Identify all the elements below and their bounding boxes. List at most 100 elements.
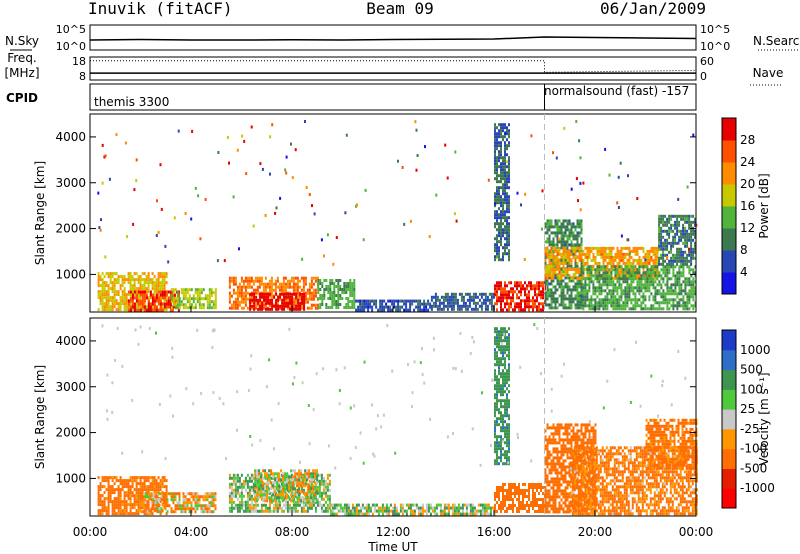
power-speckle — [264, 214, 267, 217]
power-cell — [498, 144, 500, 148]
power-cell — [618, 286, 621, 290]
velocity-cell — [135, 482, 138, 486]
power-cell — [310, 303, 313, 307]
power-cell — [314, 291, 317, 295]
power-cell — [608, 246, 611, 250]
power-cell — [345, 291, 348, 294]
power-cell — [494, 177, 496, 181]
velocity-cell — [105, 476, 108, 480]
power-cell — [612, 295, 615, 299]
power-cell — [678, 283, 681, 287]
power-cell — [596, 268, 599, 272]
power-cell — [504, 284, 506, 288]
power-cell — [600, 289, 603, 293]
power-cell — [375, 299, 378, 303]
power-cell — [500, 219, 502, 223]
power-cell — [434, 295, 437, 299]
power-cell — [634, 274, 637, 278]
power-cell — [286, 279, 289, 283]
power-cell — [103, 284, 106, 288]
power-cell — [580, 306, 583, 310]
velocity-cell — [127, 482, 130, 486]
power-cell — [550, 222, 553, 226]
power-cell — [496, 180, 498, 184]
power-cell — [610, 258, 613, 262]
velocity-cell — [127, 488, 130, 492]
power-cell — [560, 270, 563, 274]
power-speckle — [133, 188, 136, 192]
power-cell — [570, 297, 573, 301]
power-cell — [251, 298, 254, 302]
power-cell — [552, 240, 555, 244]
power-cell — [182, 306, 185, 310]
power-cell — [654, 292, 657, 296]
power-cell — [662, 292, 665, 296]
power-cell — [628, 292, 631, 296]
power-cell — [165, 281, 168, 285]
power-cell — [596, 261, 599, 265]
power-cell — [248, 282, 251, 286]
power-cell — [111, 284, 114, 288]
power-cell — [550, 273, 553, 277]
power-cell — [438, 301, 441, 305]
velocity-cell — [125, 482, 128, 486]
power-cell — [652, 304, 655, 308]
power-cell — [554, 267, 557, 271]
velocity-cell — [157, 488, 160, 492]
power-cell — [436, 295, 439, 299]
power-cell — [600, 301, 603, 305]
power-cell — [349, 288, 352, 291]
power-cell — [234, 291, 237, 295]
power-cell — [608, 283, 611, 287]
power-cell — [668, 277, 671, 281]
power-cell — [550, 264, 553, 268]
power-cell — [240, 279, 243, 283]
power-cell — [506, 195, 508, 199]
power-cell — [470, 298, 473, 302]
velocity-cell — [252, 491, 255, 495]
power-cell — [460, 292, 463, 296]
velocity-cell — [300, 509, 303, 513]
power-cell — [526, 305, 528, 309]
power-cell — [436, 304, 439, 308]
power-cell — [626, 273, 629, 277]
power-cell — [624, 292, 627, 296]
velocity-cell — [256, 493, 259, 497]
velocity-cell — [320, 491, 323, 495]
power-cell — [157, 296, 160, 300]
power-cell — [498, 123, 500, 127]
velocity-cell — [278, 484, 281, 488]
velocity-cell — [254, 478, 257, 482]
power-cell — [622, 268, 625, 272]
velocity-cell — [326, 503, 329, 507]
power-cell — [284, 288, 287, 292]
velocity-cell — [137, 476, 140, 480]
power-cell — [682, 241, 685, 245]
power-cell — [180, 291, 183, 295]
power-cell — [139, 293, 142, 297]
power-cell — [600, 252, 603, 256]
power-cell — [612, 268, 615, 272]
cpid-frame — [89, 83, 697, 111]
power-cell — [676, 277, 679, 281]
power-cell — [250, 294, 253, 298]
power-cell — [161, 281, 164, 285]
power-cell — [686, 301, 689, 305]
power-cell — [397, 302, 400, 306]
power-cell — [510, 302, 512, 306]
power-cell — [688, 301, 691, 305]
power-cell — [145, 305, 148, 309]
velocity-cell — [157, 482, 160, 486]
velocity-cell — [280, 509, 283, 513]
velocity-cell — [208, 501, 211, 505]
velocity-cell — [324, 488, 327, 492]
power-cell — [566, 270, 569, 274]
power-cell — [654, 298, 657, 302]
power-cell — [107, 272, 110, 276]
power-cell — [572, 285, 575, 289]
power-cell — [476, 295, 479, 299]
power-cell — [452, 304, 455, 308]
power-cell — [658, 307, 661, 311]
velocity-cell — [310, 506, 313, 510]
power-cell — [676, 307, 679, 311]
